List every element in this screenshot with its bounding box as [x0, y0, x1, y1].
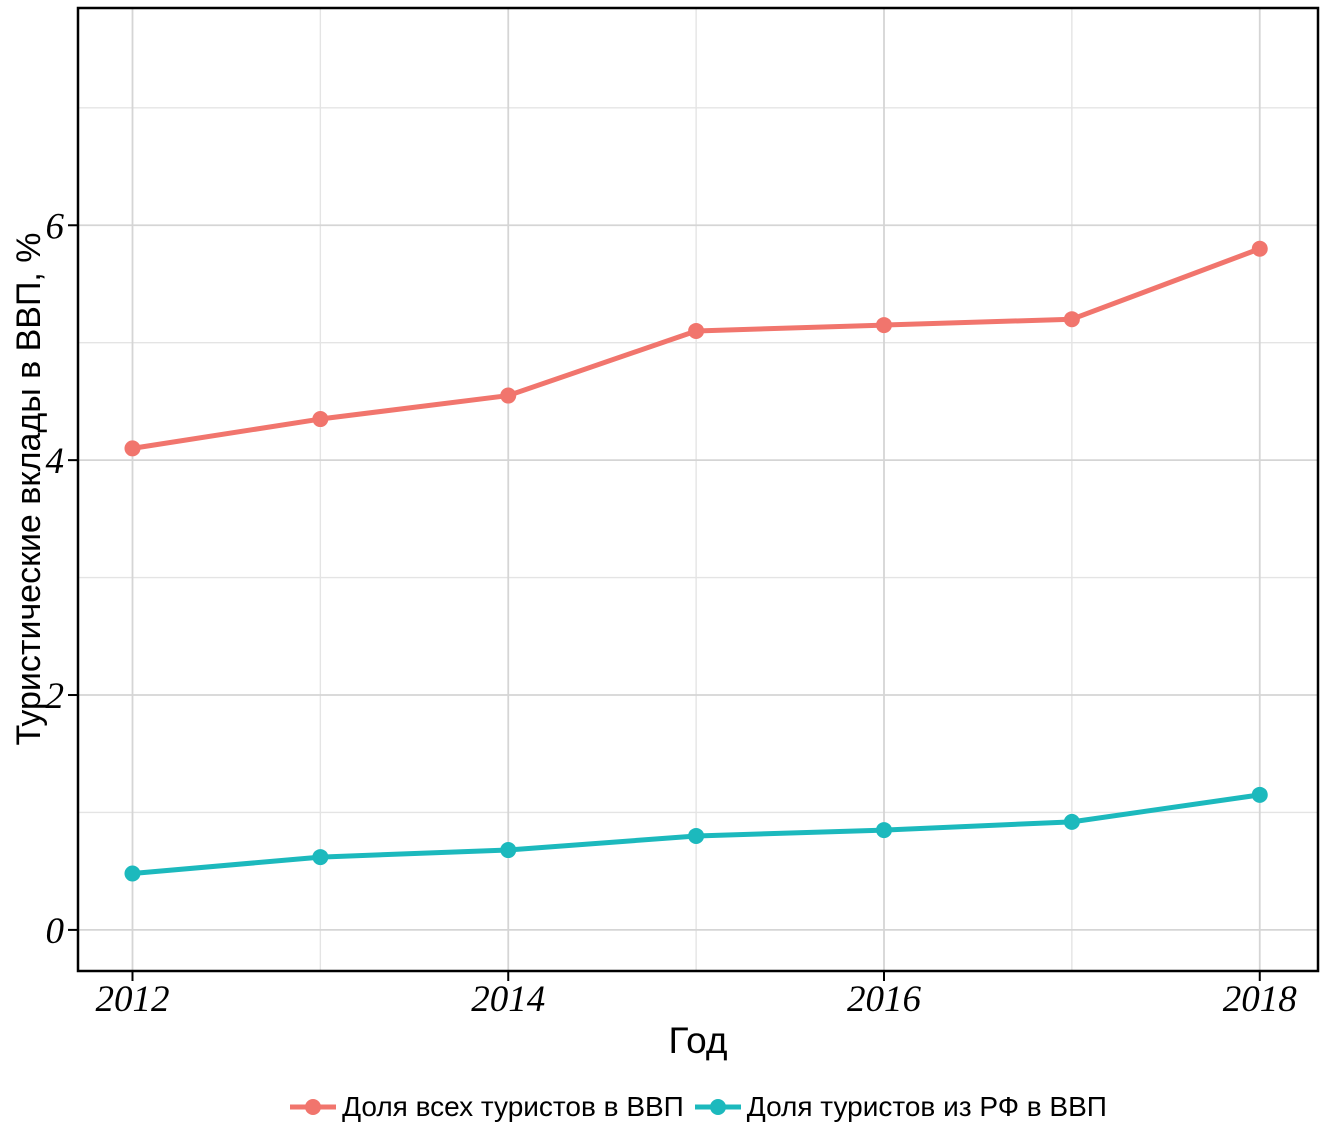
y-tick-label: 4 [46, 441, 65, 482]
data-point-1 [312, 849, 329, 866]
y-tick-label: 2 [46, 676, 65, 717]
series-layer [124, 240, 1268, 882]
y-tick-label: 6 [46, 206, 65, 247]
axis-ticks [68, 224, 1261, 981]
tick-labels: 2012 2014 2016 2018 0 2 4 6 [46, 206, 1298, 1020]
data-point-0 [1251, 240, 1268, 257]
data-point-0 [1063, 311, 1080, 328]
legend-key-icon [694, 1099, 741, 1115]
legend-key-icon [290, 1099, 337, 1115]
gridlines-major [78, 8, 1318, 971]
data-point-0 [500, 387, 517, 404]
legend-item-0: Доля всех туристов в ВВП [289, 1091, 684, 1123]
data-point-0 [124, 440, 141, 457]
data-point-1 [124, 865, 141, 882]
y-tick-label: 0 [46, 911, 65, 952]
data-point-1 [1251, 786, 1268, 803]
legend-label: Доля туристов из РФ в ВВП [746, 1091, 1107, 1122]
data-point-1 [688, 827, 705, 844]
data-point-0 [312, 411, 329, 428]
data-point-1 [876, 822, 892, 839]
legend-label: Доля всех туристов в ВВП [342, 1091, 684, 1122]
legend: Доля всех туристов в ВВП Доля туристов из… [68, 1091, 1328, 1123]
x-tick-label: 2018 [1223, 979, 1298, 1020]
x-tick-label: 2014 [471, 979, 545, 1020]
legend-item-1: Доля туристов из РФ в ВВП [694, 1091, 1107, 1123]
x-tick-label: 2016 [847, 979, 922, 1020]
x-tick-label: 2012 [95, 979, 169, 1020]
x-axis-title: Год [669, 1020, 728, 1061]
gridlines-minor [78, 8, 1318, 971]
data-point-0 [688, 322, 705, 339]
data-point-1 [500, 842, 517, 859]
y-axis-title: Туристические вклады в ВВП, % [10, 232, 48, 745]
data-point-0 [876, 317, 892, 334]
data-point-1 [1063, 813, 1080, 830]
line-chart: 2012 2014 2016 2018 0 2 4 6 Туристические вклад… [10, 6, 1320, 1061]
panel-border [76, 6, 1320, 973]
